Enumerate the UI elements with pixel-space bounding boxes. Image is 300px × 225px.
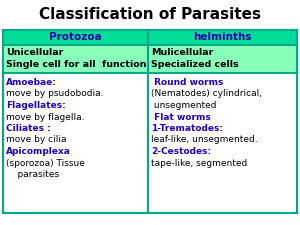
Text: parasites: parasites bbox=[6, 170, 59, 179]
Text: tape-like, segmented: tape-like, segmented bbox=[151, 158, 247, 167]
Text: (sporozoa) Tissue: (sporozoa) Tissue bbox=[6, 158, 85, 167]
Text: move by flagella.: move by flagella. bbox=[6, 112, 85, 122]
Text: 1-Trematodes:: 1-Trematodes: bbox=[151, 124, 223, 133]
Text: leaf-like, unsegmented.: leaf-like, unsegmented. bbox=[151, 135, 258, 144]
Bar bbox=[3, 73, 148, 213]
Text: move by cilia: move by cilia bbox=[6, 135, 67, 144]
Text: Mulicellular: Mulicellular bbox=[151, 48, 213, 57]
Text: Single cell for all  function: Single cell for all function bbox=[6, 60, 146, 69]
Text: unsegmented: unsegmented bbox=[151, 101, 217, 110]
Text: move by psudobodia.: move by psudobodia. bbox=[6, 90, 103, 99]
Text: Classification of Parasites: Classification of Parasites bbox=[39, 7, 261, 22]
Bar bbox=[148, 73, 297, 213]
Text: Specialized cells: Specialized cells bbox=[151, 60, 238, 69]
Bar bbox=[3, 45, 148, 73]
Text: Protozoa: Protozoa bbox=[49, 32, 102, 43]
Text: Flat worms: Flat worms bbox=[151, 112, 211, 122]
Text: Apicomplexa: Apicomplexa bbox=[6, 147, 71, 156]
Text: Flagellates:: Flagellates: bbox=[6, 101, 66, 110]
Bar bbox=[148, 45, 297, 73]
Text: Round worms: Round worms bbox=[151, 78, 224, 87]
Text: Unicellular: Unicellular bbox=[6, 48, 63, 57]
Text: helminths: helminths bbox=[193, 32, 252, 43]
Text: 2-Cestodes:: 2-Cestodes: bbox=[151, 147, 211, 156]
Bar bbox=[148, 30, 297, 45]
Text: Amoebae:: Amoebae: bbox=[6, 78, 57, 87]
Bar bbox=[3, 30, 148, 45]
Text: Ciliates :: Ciliates : bbox=[6, 124, 51, 133]
Text: (Nematodes) cylindrical,: (Nematodes) cylindrical, bbox=[151, 90, 262, 99]
